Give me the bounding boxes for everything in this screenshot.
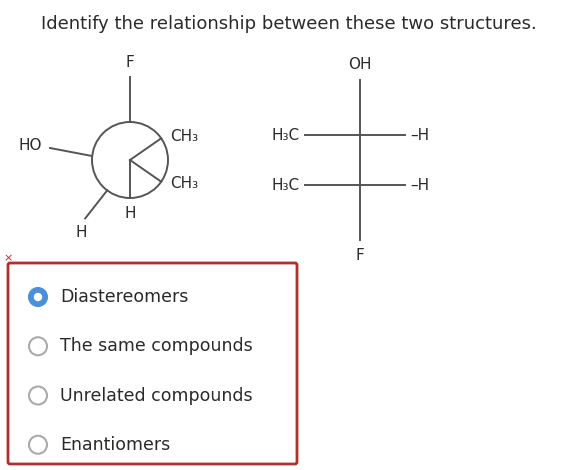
Text: –H: –H: [410, 178, 429, 193]
Text: CH₃: CH₃: [171, 129, 198, 144]
Text: H: H: [124, 206, 136, 221]
Text: –H: –H: [410, 127, 429, 142]
Text: Enantiomers: Enantiomers: [60, 436, 171, 454]
Text: H: H: [76, 226, 87, 240]
Circle shape: [29, 386, 47, 405]
Text: Unrelated compounds: Unrelated compounds: [60, 386, 253, 405]
Circle shape: [29, 288, 47, 306]
Circle shape: [29, 436, 47, 454]
Text: The same compounds: The same compounds: [60, 337, 253, 355]
Text: F: F: [355, 248, 364, 263]
Text: H₃C: H₃C: [272, 178, 300, 193]
Circle shape: [29, 337, 47, 355]
Text: CH₃: CH₃: [171, 176, 198, 191]
Text: ×: ×: [3, 253, 13, 263]
Text: Identify the relationship between these two structures.: Identify the relationship between these …: [41, 15, 537, 33]
Text: OH: OH: [349, 57, 372, 72]
Text: HO: HO: [18, 139, 42, 154]
FancyBboxPatch shape: [8, 263, 297, 464]
Text: H₃C: H₃C: [272, 127, 300, 142]
Circle shape: [35, 293, 42, 300]
Text: Diastereomers: Diastereomers: [60, 288, 188, 306]
Text: F: F: [125, 55, 134, 70]
